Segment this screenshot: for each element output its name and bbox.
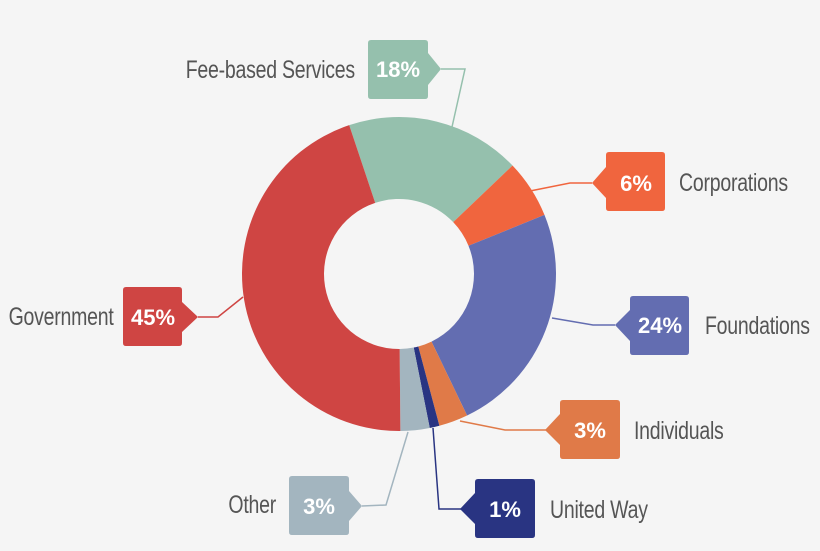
pct-foundations: 24% (638, 313, 682, 338)
slice-corporations[interactable] (453, 165, 545, 246)
leader-line-other (361, 431, 409, 507)
leader-line-united-way (432, 427, 461, 510)
label-government: Government (9, 303, 114, 331)
callout-fee-based: 18% (368, 40, 441, 99)
pct-united-way: 1% (489, 497, 521, 522)
donut-slices (242, 117, 556, 431)
callout-corporations: 6% (592, 152, 665, 211)
label-other: Other (228, 491, 276, 519)
slice-individuals[interactable] (418, 341, 468, 426)
leader-line-corporations (529, 182, 592, 192)
slice-foundations[interactable] (431, 214, 556, 416)
label-corporations: Corporations (679, 169, 788, 197)
callout-government: 45% (123, 287, 198, 346)
label-fee-based-services: Fee-based Services (185, 56, 355, 84)
leader-line-foundations (551, 317, 615, 326)
slice-government[interactable] (242, 125, 401, 431)
pct-fee-based: 18% (376, 57, 420, 82)
callout-other: 3% (289, 476, 362, 535)
callout-tag-government (123, 287, 198, 346)
slice-united-way[interactable] (413, 346, 440, 428)
callout-foundations: 24% (615, 296, 689, 355)
label-foundations: Foundations (705, 312, 810, 340)
label-individuals: Individuals (634, 417, 724, 445)
slice-fee-based-services[interactable] (349, 117, 513, 223)
pct-government: 45% (131, 305, 175, 330)
leader-line-individuals (459, 420, 546, 431)
pct-individuals: 3% (574, 418, 606, 443)
callout-tag-other (289, 476, 362, 535)
callout-united-way: 1% (460, 479, 535, 538)
pct-other: 3% (303, 494, 335, 519)
label-united-way: United Way (550, 496, 648, 524)
callout-tag-united-way (460, 479, 535, 538)
callout-tag-individuals (545, 400, 620, 459)
leader-lines (198, 68, 615, 510)
pct-corporations: 6% (620, 171, 652, 196)
leader-line-government (198, 296, 244, 318)
slice-other[interactable] (399, 347, 430, 431)
leader-line-fee-based (441, 68, 466, 128)
callout-tag-corporations (592, 152, 665, 211)
callout-tag-fee-based (368, 40, 441, 99)
callout-tag-foundations (615, 296, 689, 355)
callout-individuals: 3% (545, 400, 620, 459)
